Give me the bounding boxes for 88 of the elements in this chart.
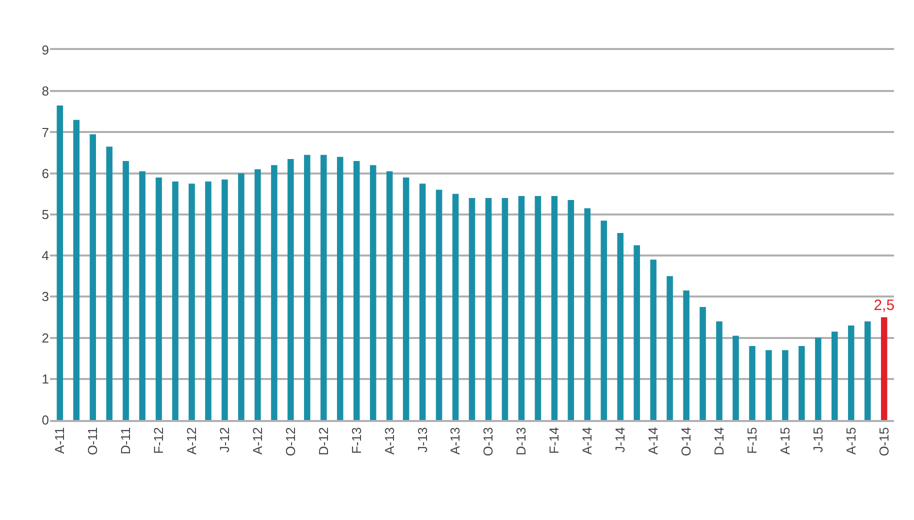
y-tick-label: 8 — [42, 84, 49, 99]
x-tick-label: O-14 — [678, 427, 694, 456]
bar — [534, 196, 542, 420]
x-tick-label: J-15 — [810, 427, 826, 452]
bar — [304, 154, 310, 420]
bar — [766, 350, 772, 420]
x-tick-label: D-14 — [711, 427, 726, 456]
x-tick-label: F-12 — [151, 427, 166, 454]
x-tick-label: D-11 — [118, 427, 134, 454]
bar — [832, 332, 838, 420]
bar — [452, 194, 459, 420]
x-tick-label: O-13 — [480, 427, 496, 456]
x-tick-label: A-11 — [52, 427, 68, 454]
bar — [436, 190, 442, 420]
bar — [568, 200, 574, 420]
y-tick-label: 4 — [42, 248, 49, 264]
bar — [419, 184, 426, 420]
bar — [156, 177, 162, 420]
x-tick-label: A-14 — [580, 427, 595, 455]
y-tick-label: 1 — [42, 371, 49, 386]
bar — [222, 180, 228, 420]
bar — [864, 321, 871, 420]
bar — [683, 290, 690, 420]
bar — [650, 260, 656, 420]
bar — [90, 134, 96, 420]
x-tick-label: J-14 — [612, 427, 628, 452]
x-tick-label: A-12 — [250, 427, 265, 455]
y-tick-label: 6 — [42, 166, 49, 181]
data-label: 2,5 — [874, 297, 895, 314]
x-tick-label: O-11 — [85, 427, 100, 456]
x-tick-label: A-13 — [448, 427, 463, 455]
bar — [386, 171, 393, 420]
bar — [485, 198, 492, 420]
bar — [254, 169, 261, 420]
bar — [732, 336, 739, 420]
bar — [798, 346, 805, 420]
bar — [139, 171, 146, 420]
y-tick-label: 5 — [42, 206, 49, 222]
x-tick-label: O-12 — [282, 427, 298, 456]
x-tick-label: D-12 — [316, 427, 331, 456]
bar — [370, 165, 376, 420]
bar — [551, 196, 558, 420]
x-tick-label: J-12 — [216, 427, 232, 452]
x-tick-label: A-15 — [777, 427, 792, 455]
bar — [634, 245, 640, 420]
bar — [518, 196, 525, 420]
bar — [716, 321, 722, 420]
bar — [584, 208, 591, 420]
bar — [122, 161, 129, 420]
x-tick-label: O-15 — [876, 427, 892, 456]
bar — [336, 156, 344, 420]
bar — [749, 346, 756, 420]
bar — [320, 154, 327, 420]
bar — [172, 182, 178, 420]
bar — [271, 165, 278, 420]
x-tick-label: F-13 — [348, 427, 364, 454]
x-tick-label: A-14 — [646, 427, 661, 455]
bar — [73, 120, 80, 420]
bar — [848, 325, 854, 420]
x-tick-label: A-12 — [184, 427, 199, 455]
bar — [106, 146, 112, 420]
x-tick-label: J-13 — [414, 427, 430, 452]
y-tick-label: 9 — [42, 42, 49, 58]
bar — [666, 276, 673, 420]
bar — [402, 177, 410, 420]
x-tick-label: F-14 — [546, 427, 562, 454]
x-tick-label: D-13 — [514, 427, 529, 456]
bar — [205, 182, 212, 420]
y-tick-label: 3 — [42, 289, 49, 304]
bar — [502, 198, 508, 420]
bar — [188, 184, 195, 420]
x-tick-label: F-15 — [744, 427, 760, 454]
bar — [600, 220, 608, 420]
bar — [56, 106, 64, 420]
x-tick-label: A-13 — [382, 427, 397, 455]
bar — [617, 232, 624, 420]
bar — [880, 317, 888, 420]
bar — [782, 350, 788, 420]
bar — [238, 173, 244, 420]
bar — [468, 198, 476, 420]
y-tick-label: 2 — [42, 330, 49, 346]
bar — [700, 306, 706, 420]
bar — [288, 158, 294, 420]
x-tick-label: A-15 — [843, 427, 858, 455]
bar — [815, 338, 822, 420]
y-tick-label: 7 — [42, 124, 49, 140]
bar — [353, 161, 360, 420]
y-tick-label: 0 — [42, 412, 49, 428]
